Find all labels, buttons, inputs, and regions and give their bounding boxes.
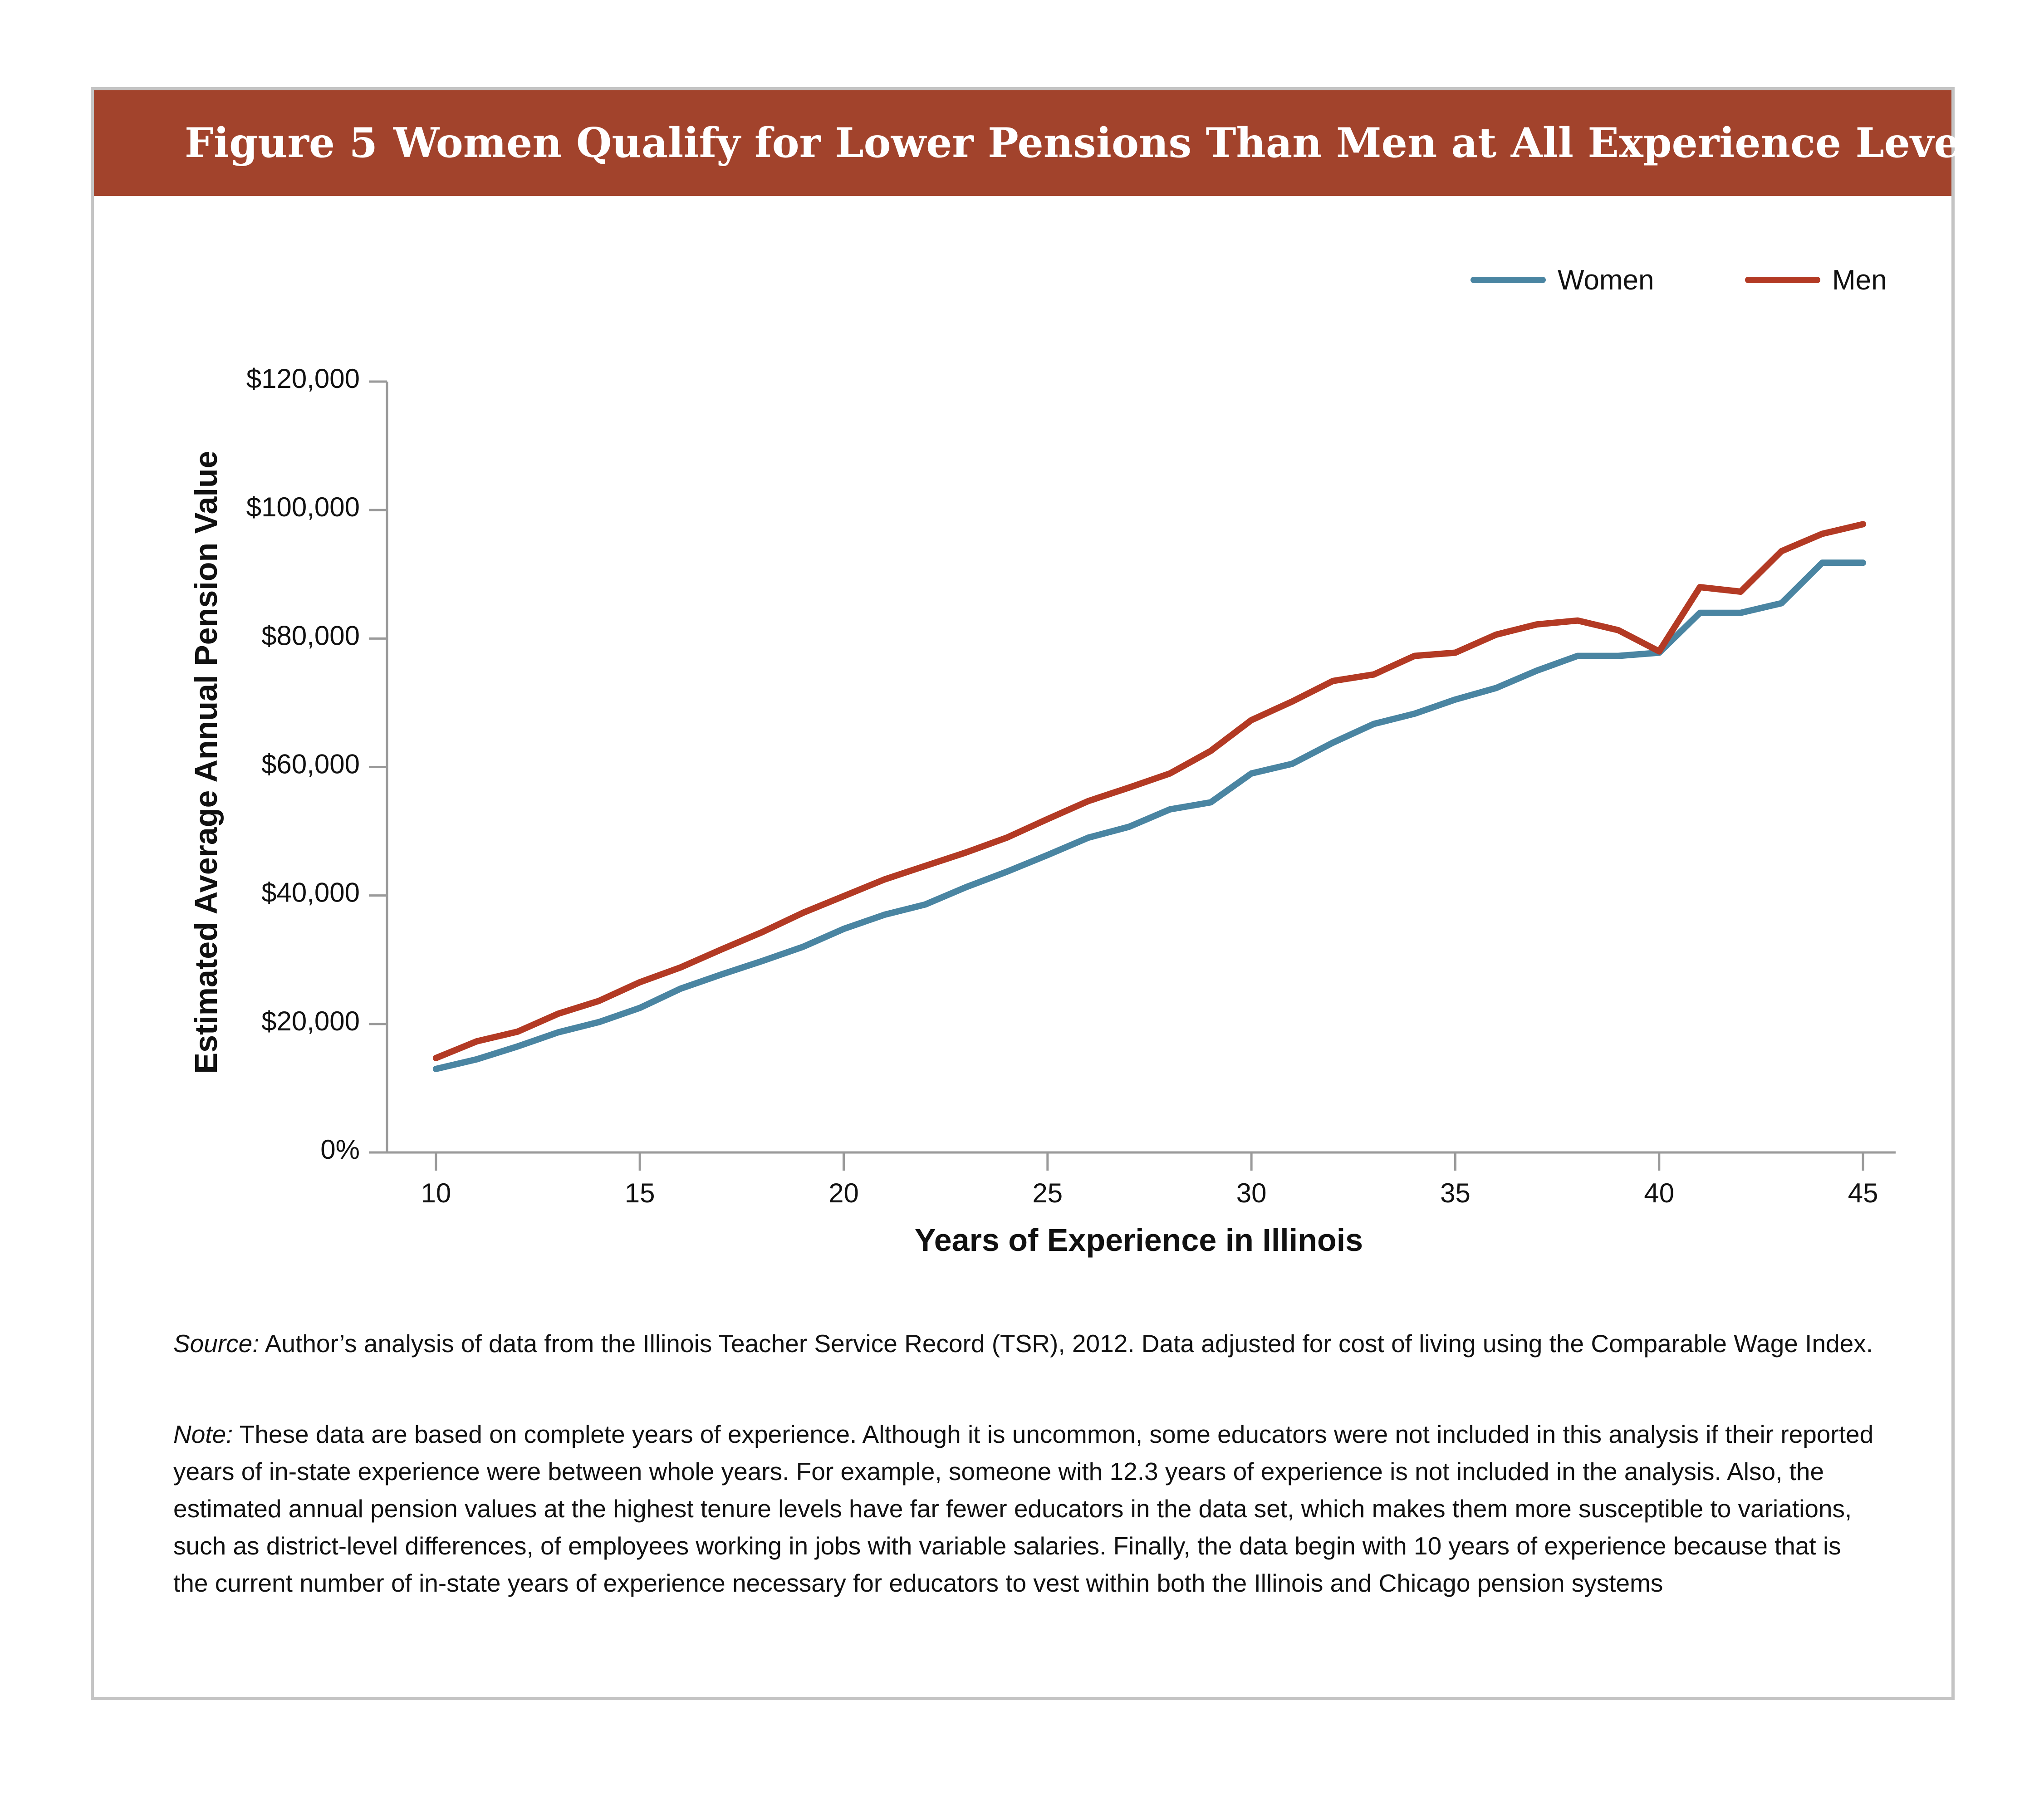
x-tick-label: 20 bbox=[828, 1178, 859, 1208]
figure-title: Women Qualify for Lower Pensions Than Me… bbox=[393, 119, 1999, 167]
x-tick-label: 30 bbox=[1236, 1178, 1267, 1208]
series-line-men bbox=[432, 521, 1867, 1061]
note-text: These data are based on complete years o… bbox=[173, 1420, 1874, 1597]
figure-header: Figure 5 Women Qualify for Lower Pension… bbox=[94, 90, 1998, 196]
note-paragraph: Note: These data are based on complete y… bbox=[173, 1416, 1879, 1602]
series-line-women bbox=[432, 559, 1867, 1072]
legend: Women Men bbox=[1471, 265, 1887, 296]
y-tick-label: $80,000 bbox=[261, 620, 360, 651]
figure-frame: Figure 5 Women Qualify for Lower Pension… bbox=[91, 87, 1998, 1700]
x-tick-label: 10 bbox=[421, 1178, 451, 1208]
legend-label-women: Women bbox=[1558, 265, 1654, 296]
series-lines bbox=[432, 521, 1867, 1072]
x-ticks: 10 15 20 25 30 35 40 45 bbox=[421, 1152, 1878, 1208]
y-tick-label: $20,000 bbox=[261, 1006, 360, 1036]
y-tick-label: $40,000 bbox=[261, 877, 360, 908]
note-label: Note: bbox=[173, 1420, 233, 1448]
source-note: Source: Author’s analysis of data from t… bbox=[173, 1325, 1879, 1362]
y-tick-label: $120,000 bbox=[246, 363, 360, 394]
y-tick-label: 0% bbox=[320, 1134, 360, 1165]
y-tick-label: $60,000 bbox=[261, 749, 360, 779]
y-axis-label: Estimated Average Annual Pension Value bbox=[188, 451, 224, 1074]
source-label: Source: bbox=[173, 1329, 260, 1358]
x-tick-label: 25 bbox=[1032, 1178, 1063, 1208]
source-text: Author’s analysis of data from the Illin… bbox=[259, 1329, 1873, 1358]
x-axis-label: Years of Experience in Illinois bbox=[915, 1222, 1363, 1258]
y-ticks: 0% $20,000 $40,000 $60,000 $80,000 $100,000 $1… bbox=[246, 363, 387, 1165]
figure-label: Figure 5 bbox=[185, 119, 378, 167]
x-tick-label: 35 bbox=[1440, 1178, 1471, 1208]
chart: 0% $20,000 $40,000 $60,000 $80,000 $100,000 $1… bbox=[188, 265, 1896, 1258]
x-tick-label: 15 bbox=[625, 1178, 655, 1208]
y-tick-label: $100,000 bbox=[246, 492, 360, 522]
chart-axes bbox=[386, 382, 1896, 1154]
x-tick-label: 40 bbox=[1644, 1178, 1674, 1208]
legend-label-men: Men bbox=[1832, 265, 1887, 296]
x-tick-label: 45 bbox=[1848, 1178, 1878, 1208]
